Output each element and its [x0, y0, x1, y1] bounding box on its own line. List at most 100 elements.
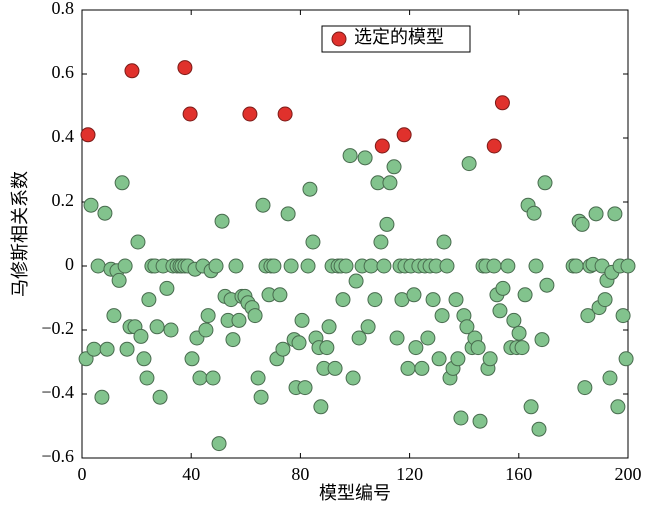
point [379, 216, 395, 232]
point [225, 332, 241, 348]
point [97, 205, 113, 221]
plot-frame [81, 9, 629, 459]
y-tick-label: −0.4 [41, 382, 74, 402]
point [351, 330, 367, 346]
point [459, 319, 475, 335]
point [321, 319, 337, 335]
point [534, 332, 550, 348]
point [255, 197, 271, 213]
point [124, 63, 140, 79]
point [517, 287, 533, 303]
point [139, 370, 155, 386]
point [367, 292, 383, 308]
point [620, 258, 636, 274]
point [439, 258, 455, 274]
point [618, 351, 634, 367]
point [242, 106, 258, 122]
x-axis-label: 模型编号 [319, 483, 391, 503]
point [335, 292, 351, 308]
point [492, 303, 508, 319]
x-tick-label: 200 [615, 464, 642, 484]
point [272, 287, 288, 303]
point [297, 380, 313, 396]
point [80, 127, 96, 143]
point [198, 322, 214, 338]
point [514, 340, 530, 356]
point [111, 272, 127, 288]
point [577, 380, 593, 396]
point [114, 175, 130, 191]
point [539, 277, 555, 293]
point [494, 95, 510, 111]
point [117, 258, 133, 274]
point [568, 258, 584, 274]
legend-box [321, 25, 471, 53]
x-tick-label: 120 [396, 464, 423, 484]
point [470, 340, 486, 356]
point [345, 370, 361, 386]
point [319, 340, 335, 356]
y-tick-label: 0 [65, 254, 74, 274]
point [436, 234, 452, 250]
point [342, 148, 358, 164]
point [280, 206, 296, 222]
point [420, 330, 436, 346]
point [607, 206, 623, 222]
point [602, 370, 618, 386]
x-tick-label: 160 [505, 464, 532, 484]
point [448, 292, 464, 308]
legend-label: 选定的模型 [354, 27, 444, 47]
y-axis-label: 马修斯相关系数 [10, 171, 30, 297]
point [291, 335, 307, 351]
point [83, 197, 99, 213]
point [588, 206, 604, 222]
point [486, 258, 502, 274]
point [214, 213, 230, 229]
point [231, 312, 247, 328]
point [453, 410, 469, 426]
y-tick-label: 0.6 [52, 62, 75, 82]
point [363, 258, 379, 274]
point [313, 399, 329, 415]
point [200, 308, 216, 324]
point [376, 258, 392, 274]
point [396, 127, 412, 143]
point [526, 205, 542, 221]
point [94, 389, 110, 405]
point [389, 330, 405, 346]
point [294, 312, 310, 328]
point [149, 319, 165, 335]
point [192, 370, 208, 386]
point [182, 106, 198, 122]
point [90, 258, 106, 274]
x-tick-label: 0 [78, 464, 87, 484]
point [537, 175, 553, 191]
point [152, 389, 168, 405]
point [275, 341, 291, 357]
point [177, 60, 193, 76]
point [277, 106, 293, 122]
point [373, 234, 389, 250]
point [208, 258, 224, 274]
point [574, 216, 590, 232]
point [266, 258, 282, 274]
x-tick-label: 40 [182, 464, 200, 484]
point [211, 436, 227, 452]
point [247, 308, 263, 324]
point [283, 258, 299, 274]
y-tick-label: −0.6 [41, 446, 74, 466]
point [382, 175, 398, 191]
point [615, 308, 631, 324]
point [119, 341, 135, 357]
point [506, 312, 522, 328]
point [597, 292, 613, 308]
point [327, 360, 343, 376]
point [500, 258, 516, 274]
point [610, 399, 626, 415]
point [302, 181, 318, 197]
point [205, 370, 221, 386]
point [78, 351, 94, 367]
point [528, 258, 544, 274]
point [184, 351, 200, 367]
